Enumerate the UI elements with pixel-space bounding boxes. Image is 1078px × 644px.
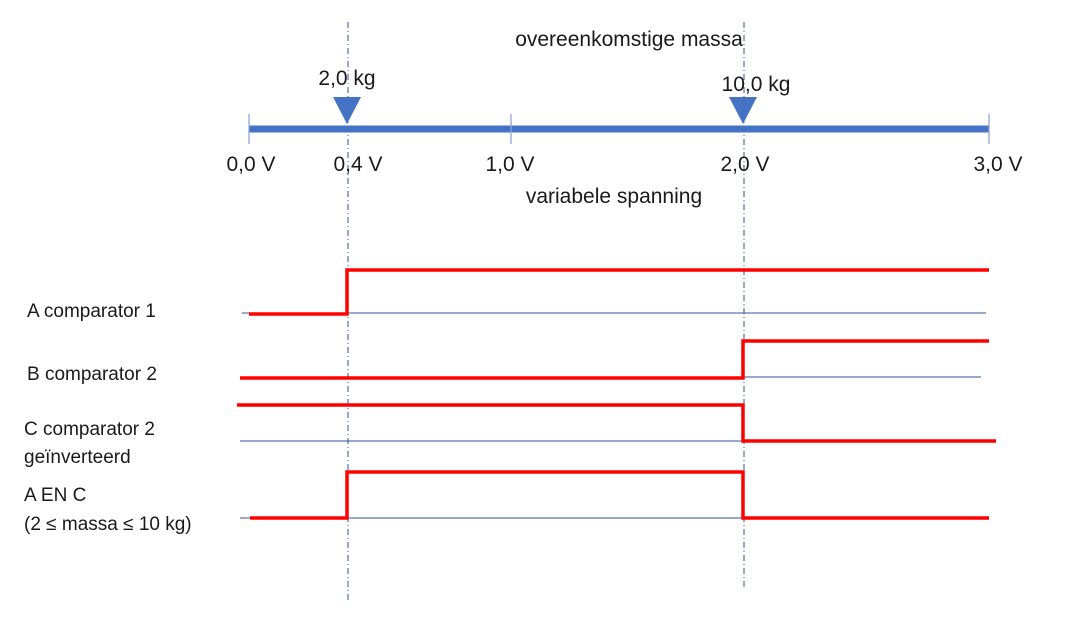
mass-marker-10kg-label: 10,0 kg — [722, 73, 791, 96]
top-caption: overeenkomstige massa — [515, 28, 743, 51]
mass-marker-2kg-label: 2,0 kg — [318, 67, 375, 90]
bottom-caption: variabele spanning — [526, 185, 702, 208]
tick-label-0-0v: 0,0 V — [226, 153, 275, 176]
signal-label-a: A comparator 1 — [27, 301, 156, 322]
signal-label-aenc: A EN C (2 ≤ massa ≤ 10 kg) — [24, 485, 192, 535]
signal-c-waveform — [237, 403, 996, 443]
tick-label-1-0v: 1,0 V — [485, 153, 534, 176]
signal-baselines — [240, 312, 995, 519]
tick-label-2-0v: 2,0 V — [720, 153, 769, 176]
axis-ticks — [248, 114, 990, 144]
signal-label-c: C comparator 2 geïnverteerd — [24, 419, 160, 468]
signal-a-waveform — [249, 268, 989, 316]
signal-aenc-waveform — [250, 470, 989, 520]
mass-marker-2kg-triangle — [333, 97, 361, 124]
signal-b-waveform — [240, 339, 989, 380]
signal-label-b: B comparator 2 — [27, 364, 157, 385]
tick-label-0-4v: 0,4 V — [333, 153, 382, 176]
mass-marker-10kg-triangle — [729, 97, 757, 124]
tick-label-3-0v: 3,0 V — [973, 153, 1022, 176]
